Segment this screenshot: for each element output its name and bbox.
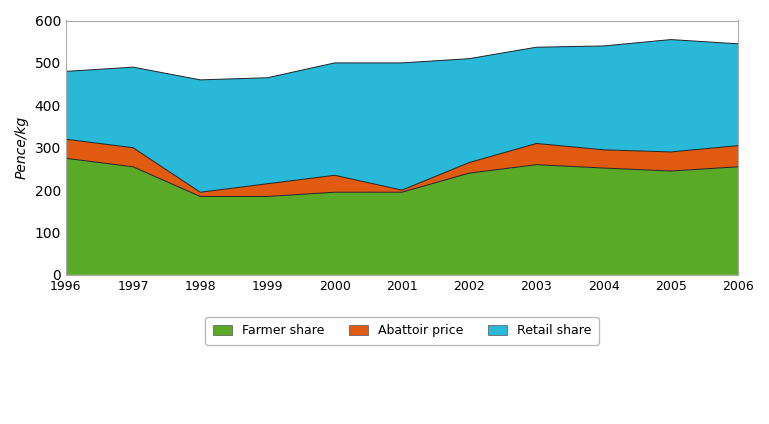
Y-axis label: Pence/kg: Pence/kg — [15, 116, 29, 179]
Legend: Farmer share, Abattoir price, Retail share: Farmer share, Abattoir price, Retail sha… — [205, 317, 598, 345]
